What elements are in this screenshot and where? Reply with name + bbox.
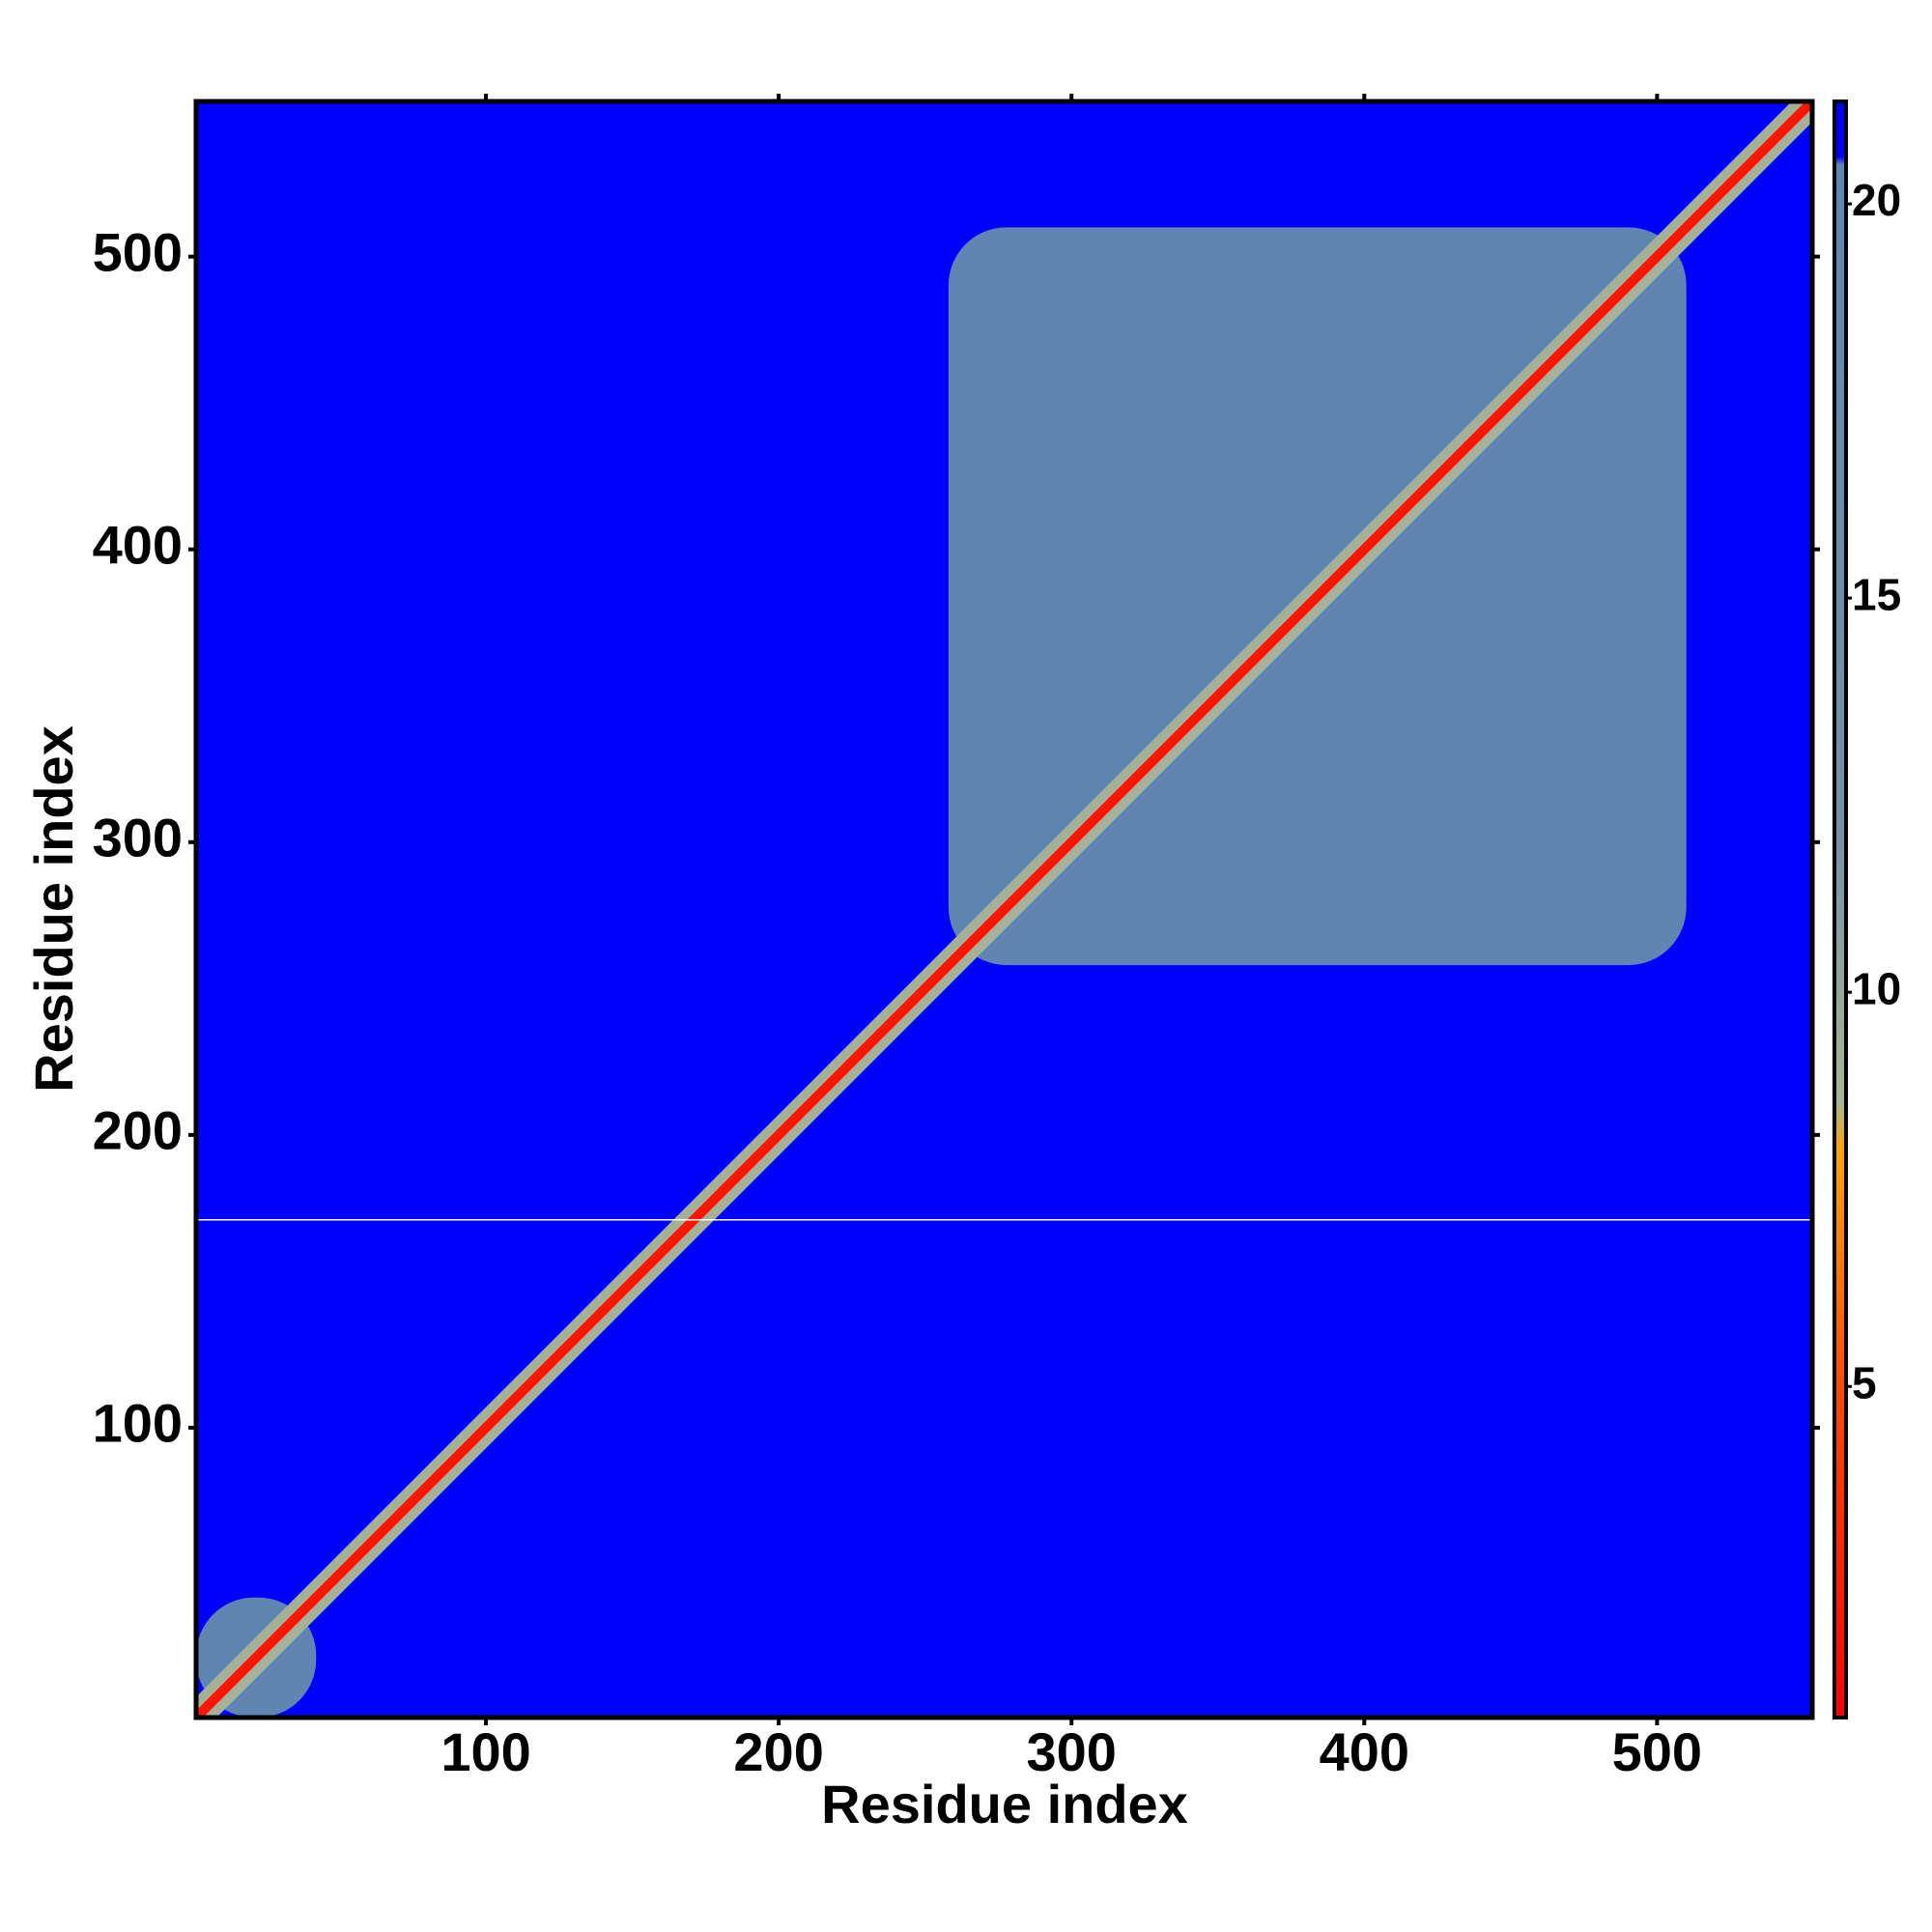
diagonal-core bbox=[196, 101, 1812, 1718]
colorbar-tick-label: 5 bbox=[1852, 1357, 1877, 1407]
y-tick-label: 300 bbox=[93, 808, 183, 868]
x-tick-label: 100 bbox=[440, 1721, 530, 1782]
x-tick-label: 500 bbox=[1612, 1721, 1702, 1782]
colorbar-tick-label: 20 bbox=[1852, 175, 1901, 225]
colorbar-tick-label: 10 bbox=[1852, 963, 1901, 1013]
x-tick-label: 200 bbox=[733, 1721, 823, 1782]
colorbar-tick-label: 15 bbox=[1852, 569, 1901, 619]
plot-frame bbox=[193, 99, 1815, 1720]
y-tick-label: 500 bbox=[93, 221, 183, 282]
y-tick-label: 400 bbox=[93, 515, 183, 576]
x-axis-title: Residue index bbox=[821, 1774, 1188, 1834]
y-tick-label: 100 bbox=[93, 1393, 183, 1454]
y-tick-label: 200 bbox=[93, 1100, 183, 1161]
colorbar bbox=[1833, 99, 1848, 1719]
x-tick-label: 300 bbox=[1026, 1721, 1116, 1782]
heatmap bbox=[196, 101, 1812, 1718]
x-tick-label: 400 bbox=[1320, 1721, 1409, 1782]
y-axis-title: Residue index bbox=[23, 725, 84, 1093]
